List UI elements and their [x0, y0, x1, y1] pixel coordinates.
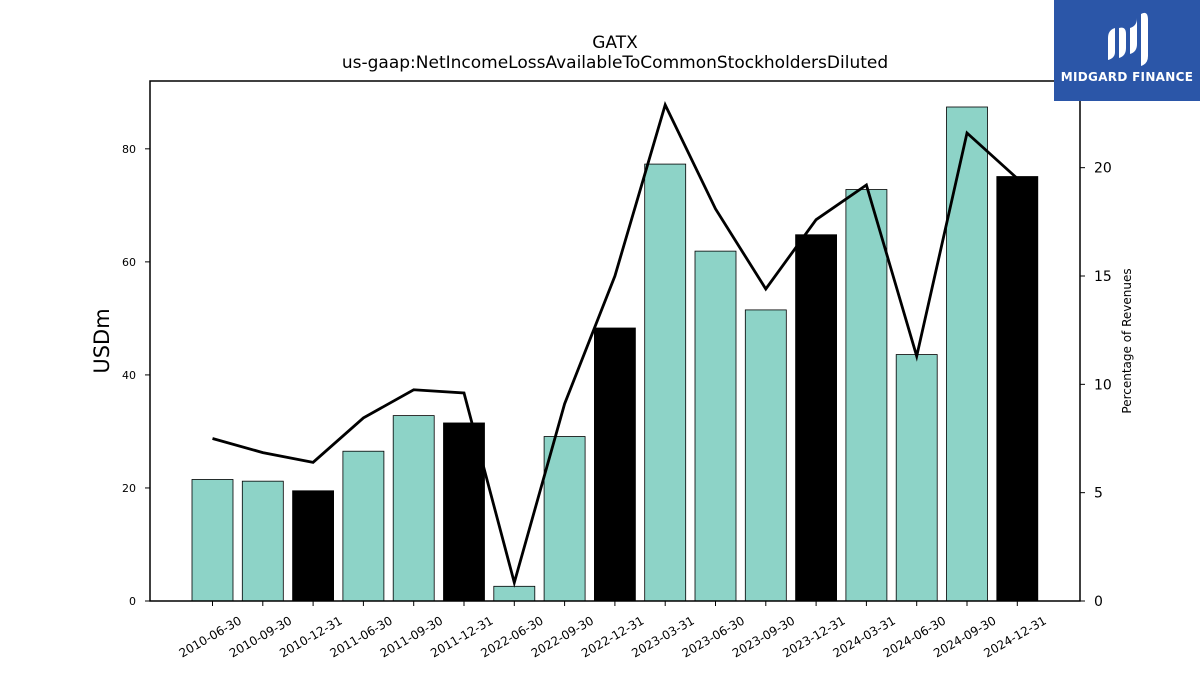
bar-2024-03-31 — [845, 189, 888, 602]
chart-title: GATX — [592, 33, 638, 53]
y2-tick-label: 0 — [1094, 594, 1103, 610]
line-layer — [212, 100, 1019, 588]
bar-2010-09-30 — [241, 480, 284, 602]
x-axis: 2010-06-302010-09-302010-12-312011-06-30… — [177, 601, 1049, 660]
y2-tick-label: 20 — [1094, 161, 1112, 177]
bar-2024-06-30 — [895, 354, 938, 602]
bars-layer — [191, 106, 1039, 602]
chart-subtitle: us-gaap:NetIncomeLossAvailableToCommonSt… — [342, 53, 888, 73]
y2-axis-label: Percentage of Revenues — [1120, 268, 1134, 413]
bar-2010-12-31 — [292, 490, 335, 602]
bar-2023-06-30 — [694, 250, 737, 602]
bar-2011-09-30 — [392, 415, 435, 602]
y-tick-label: 80 — [122, 143, 136, 156]
y-tick-label: 0 — [129, 595, 136, 608]
y-axis-label: USDm — [90, 308, 114, 373]
bar-2011-06-30 — [342, 450, 385, 602]
y-axis: 0 20 40 60 80 — [122, 143, 150, 608]
bar-2024-09-30 — [946, 106, 988, 602]
y-tick-label: 20 — [122, 482, 136, 495]
bar-2011-12-31 — [443, 422, 485, 602]
bar-2023-03-31 — [644, 163, 687, 602]
y2-tick-label: 5 — [1094, 486, 1103, 502]
bar-2022-12-31 — [594, 327, 636, 602]
bar-2010-06-30 — [191, 479, 234, 602]
y2-tick-label: 10 — [1094, 377, 1112, 393]
y-tick-label: 60 — [122, 256, 136, 269]
y2-tick-label: 15 — [1094, 269, 1112, 285]
bar-2022-09-30 — [543, 436, 586, 602]
midgard-logo-icon — [1108, 12, 1148, 66]
y2-axis: 0 5 10 15 20 — [1080, 161, 1112, 610]
percentage-line — [212, 100, 1019, 588]
bar-2023-09-30 — [744, 309, 787, 602]
brand-name: MIDGARD FINANCE — [1060, 70, 1194, 84]
bar-2024-12-31 — [996, 176, 1039, 602]
bar-2023-12-31 — [795, 234, 837, 602]
brand-logo: MIDGARD FINANCE — [1054, 0, 1200, 101]
bar-2022-06-30 — [493, 585, 536, 602]
y-tick-label: 40 — [122, 369, 136, 382]
